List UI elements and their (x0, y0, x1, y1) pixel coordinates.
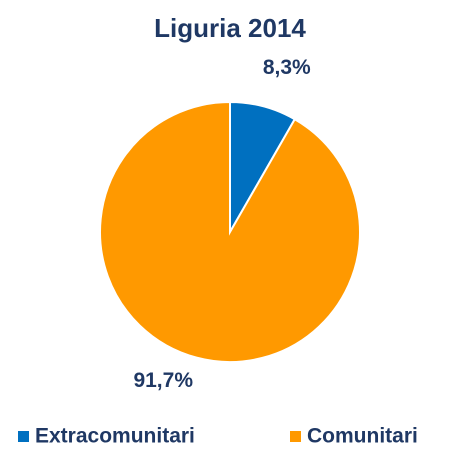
pie-slice (99, 100, 361, 363)
legend-swatch (290, 431, 301, 442)
chart-title: Liguria 2014 (154, 13, 306, 43)
legend-swatch (18, 431, 29, 442)
data-label: 8,3% (263, 56, 311, 79)
data-label: 91,7% (133, 369, 193, 392)
legend-label: Extracomunitari (35, 425, 195, 447)
legend-label: Comunitari (307, 425, 418, 447)
